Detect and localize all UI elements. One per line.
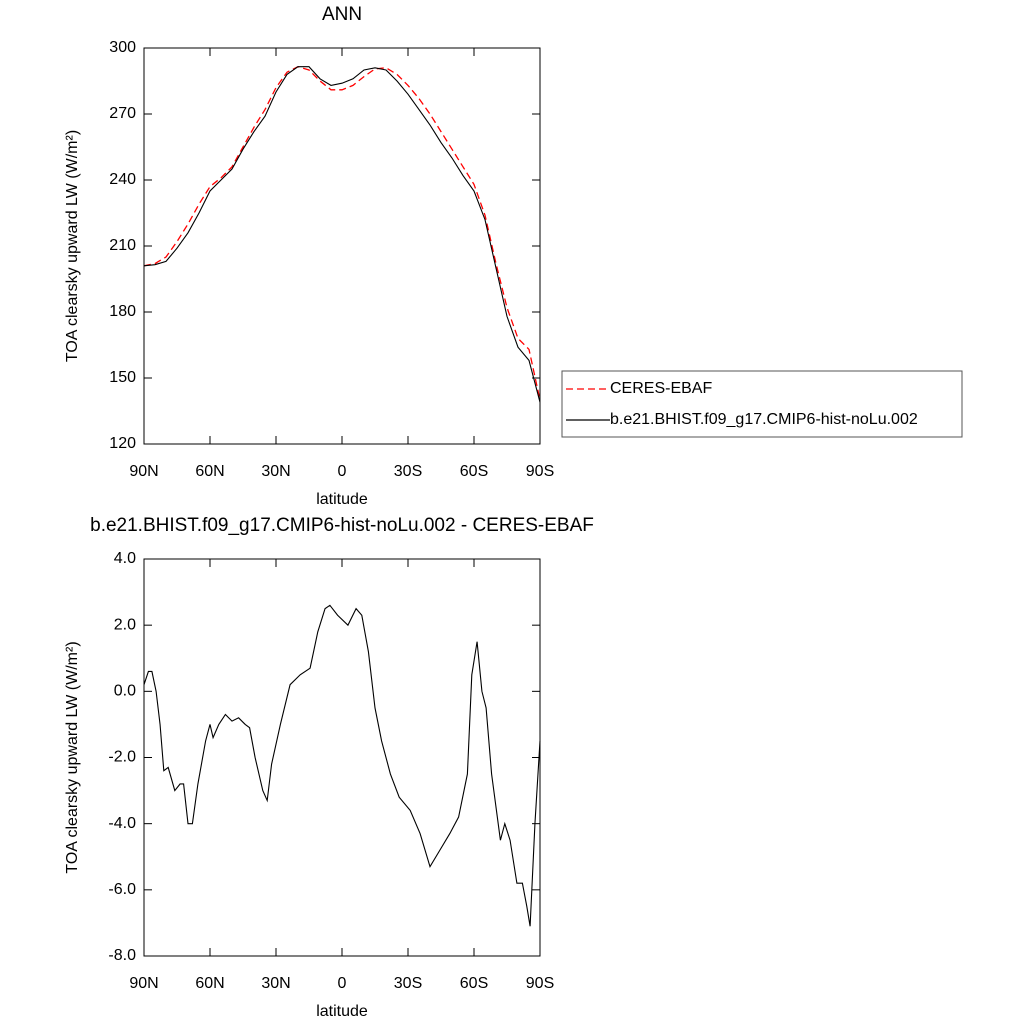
y-tick-label: -6.0 — [108, 881, 136, 898]
chart-title: ANN — [322, 4, 362, 25]
y-tick-label: 2.0 — [114, 616, 136, 633]
x-axis-label: latitude — [316, 1003, 368, 1020]
x-tick-label: 60S — [460, 463, 488, 480]
y-axis-label: TOA clearsky upward LW (W/m²) — [64, 130, 81, 362]
y-tick-label: 4.0 — [114, 550, 136, 567]
x-tick-label: 0 — [338, 463, 347, 480]
chart-title: b.e21.BHIST.f09_g17.CMIP6-hist-noLu.002 … — [90, 515, 594, 536]
x-tick-label: 60N — [195, 463, 224, 480]
x-tick-label: 60S — [460, 975, 488, 992]
y-tick-label: -4.0 — [108, 815, 136, 832]
y-tick-label: 270 — [109, 105, 136, 122]
x-tick-label: 60N — [195, 975, 224, 992]
x-tick-label: 90N — [129, 463, 158, 480]
data-line — [143, 66, 541, 401]
data-line — [143, 66, 541, 403]
x-tick-label: 30N — [261, 463, 290, 480]
x-tick-label: 30N — [261, 975, 290, 992]
x-axis-label: latitude — [316, 491, 368, 508]
y-tick-label: 150 — [109, 369, 136, 386]
y-tick-label: 240 — [109, 171, 136, 188]
y-tick-label: 210 — [109, 237, 136, 254]
x-tick-label: 30S — [394, 975, 422, 992]
y-tick-label: -2.0 — [108, 749, 136, 766]
legend-label: CERES-EBAF — [610, 380, 712, 397]
y-tick-label: -8.0 — [108, 947, 136, 964]
plot-frame — [143, 558, 541, 957]
x-tick-label: 30S — [394, 463, 422, 480]
y-tick-label: 180 — [109, 303, 136, 320]
y-axis-label: TOA clearsky upward LW (W/m²) — [64, 641, 81, 873]
y-tick-label: 120 — [109, 435, 136, 452]
x-tick-label: 90S — [526, 463, 554, 480]
y-tick-label: 300 — [109, 39, 136, 56]
data-line — [143, 604, 541, 927]
y-tick-label: 0.0 — [114, 683, 136, 700]
legend-label: b.e21.BHIST.f09_g17.CMIP6-hist-noLu.002 — [610, 411, 918, 428]
x-tick-label: 90S — [526, 975, 554, 992]
x-tick-label: 90N — [129, 975, 158, 992]
x-tick-label: 0 — [338, 975, 347, 992]
legend-box — [561, 370, 963, 438]
plot-frame — [143, 47, 541, 445]
